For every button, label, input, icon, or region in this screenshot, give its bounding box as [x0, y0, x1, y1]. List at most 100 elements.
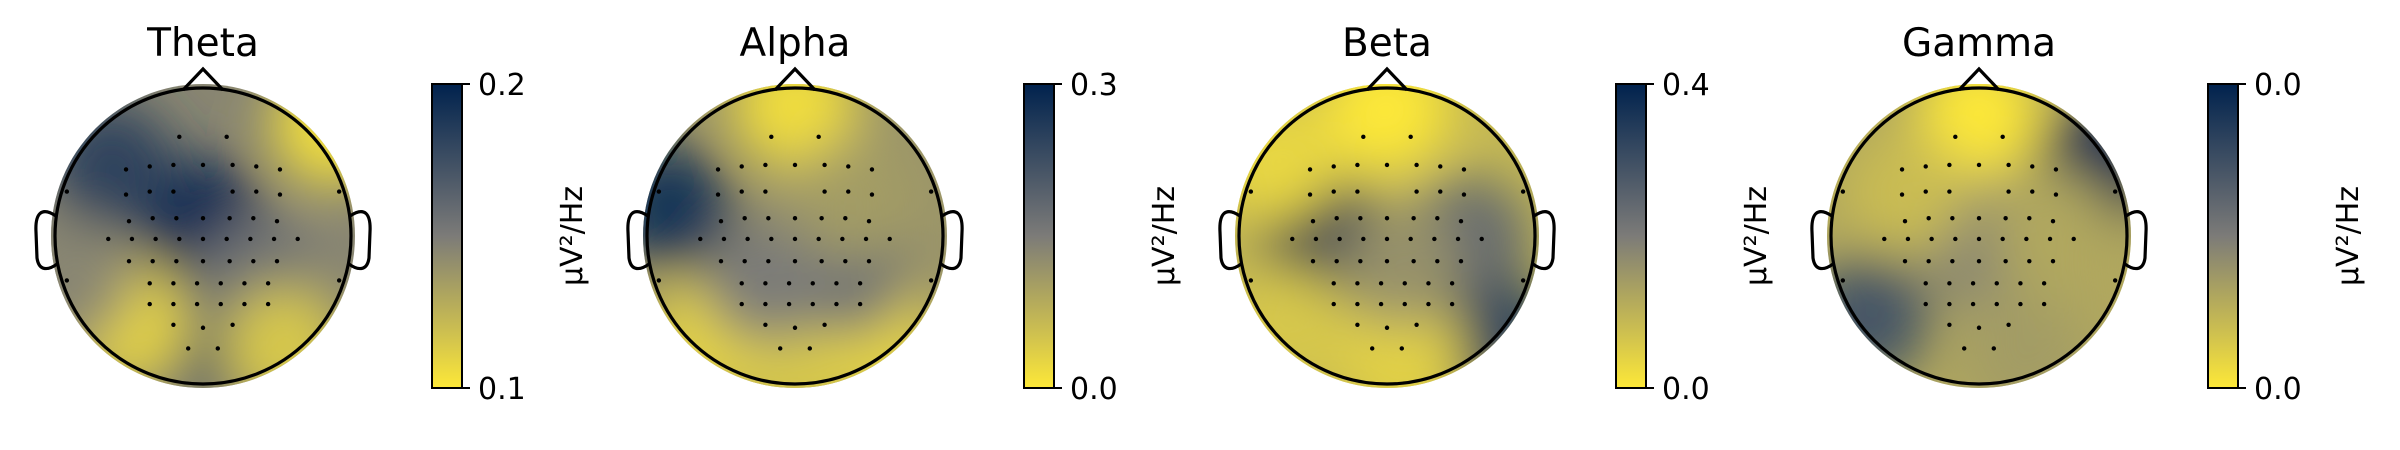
sensor-dot [1929, 236, 1934, 242]
sensor-dot [1426, 281, 1431, 286]
sensor-dot [792, 325, 798, 330]
sensor-dot [200, 325, 206, 330]
sensor-dot [1976, 216, 1982, 221]
sensor-dot [846, 189, 851, 194]
nose-outline [773, 66, 817, 92]
sensor-dot [1402, 301, 1407, 307]
sensor-dot [763, 322, 768, 327]
sensor-dot [1361, 134, 1366, 140]
sensor-dot [866, 258, 872, 264]
sensor-dot [1310, 219, 1316, 224]
sensor-dot [816, 236, 821, 242]
head-outline [1829, 86, 2129, 386]
sensor-dot [150, 258, 155, 264]
sensor-dot [1991, 346, 1997, 351]
sensor-dot [656, 278, 662, 283]
sensor-dot [1947, 162, 1952, 168]
colorbar-unit-label: µV²/Hz [1147, 186, 1182, 286]
right-ear-outline [1532, 210, 1556, 271]
sensor-dot [1962, 346, 1967, 351]
sensor-dot [846, 164, 851, 169]
sensor-dot [224, 134, 229, 140]
colorbar-unit-label: µV²/Hz [2331, 186, 2366, 286]
sensor-dot [177, 236, 182, 242]
sensor-dot [1370, 346, 1375, 351]
sensor-dot [1248, 278, 1254, 283]
sensor-dot [1411, 216, 1416, 221]
colorbar: 0.4 0.0 µV²/Hz [1615, 68, 1774, 407]
left-ear-outline [34, 210, 58, 271]
sensor-dot [1947, 301, 1952, 307]
sensor-dot [200, 162, 206, 168]
sensor-dot [200, 258, 206, 264]
field-hotspot [1235, 100, 1338, 224]
sensor-dot [2000, 134, 2005, 140]
sensor-dot [1384, 258, 1390, 264]
panel-title: Theta [146, 21, 259, 66]
sensor-dot [1414, 162, 1419, 168]
sensor-dot [1402, 281, 1407, 286]
sensor-dot [766, 216, 771, 221]
sensor-dot [277, 192, 283, 197]
sensor-dot [1361, 236, 1366, 242]
sensor-dot [1435, 258, 1440, 264]
sensor-dot [2030, 164, 2035, 169]
sensor-dot [1461, 167, 1467, 172]
sensor-dot [2006, 162, 2011, 168]
sensor-dot [1355, 322, 1360, 327]
sensor-dot [2006, 189, 2011, 194]
sensor-dot [1307, 192, 1313, 197]
sensor-dot [1432, 236, 1437, 242]
panel-beta: Beta 0.4 0.0 µV²/Hz [1218, 21, 1774, 407]
sensor-dot [129, 236, 135, 242]
sensor-dot [274, 258, 280, 264]
sensor-dot [1449, 281, 1455, 286]
sensor-dot [123, 192, 129, 197]
sensor-dot [656, 189, 662, 194]
sensor-dot [1399, 346, 1405, 351]
sensor-dot [822, 162, 827, 168]
sensor-dot [242, 301, 247, 307]
sensor-dot [177, 134, 182, 140]
sensor-dot [1994, 281, 1999, 286]
sensor-dot [218, 301, 223, 307]
colorbar-tick-label: 0.3 [1070, 68, 1118, 103]
sensor-dot [194, 301, 200, 307]
colorbar-unit-label: µV²/Hz [555, 186, 590, 286]
sensor-dot [200, 236, 206, 242]
sensor-dot [2030, 189, 2035, 194]
sensor-dot [1947, 281, 1952, 286]
sensor-dot [1414, 189, 1419, 194]
sensor-dot [1355, 189, 1360, 194]
sensor-dot [887, 236, 892, 242]
sensor-dot [215, 346, 220, 351]
sensor-dot [1438, 189, 1443, 194]
sensor-dot [857, 301, 863, 307]
field-hotspot [51, 218, 132, 343]
sensor-dot [271, 236, 277, 242]
sensor-dot [1438, 164, 1443, 169]
sensor-dot [2050, 219, 2056, 224]
colorbar-gradient [1023, 83, 1055, 389]
field-hotspot [1843, 129, 1967, 254]
sensor-dot [126, 219, 132, 224]
panel-title: Alpha [740, 21, 851, 66]
sensor-dot [763, 189, 768, 194]
sensor-dot [792, 236, 798, 242]
sensor-dot [869, 167, 875, 172]
colorbar-tick-label: 0.0 [2254, 372, 2302, 407]
field-hotspot [1991, 166, 2115, 291]
right-ear-outline [2124, 210, 2148, 271]
sensor-dot [2071, 236, 2076, 242]
sensor-dot [1479, 236, 1484, 242]
sensor-dot [1334, 216, 1339, 221]
field-hotspot [703, 218, 828, 343]
field-hotspot [733, 84, 857, 168]
sensor-dot [1408, 134, 1413, 140]
sensor-dot [810, 301, 815, 307]
field-hotspot [792, 137, 917, 261]
right-ear-outline [348, 210, 372, 271]
sensor-dot [1840, 189, 1846, 194]
sensor-dot [1899, 192, 1905, 197]
sensor-dot [822, 322, 827, 327]
